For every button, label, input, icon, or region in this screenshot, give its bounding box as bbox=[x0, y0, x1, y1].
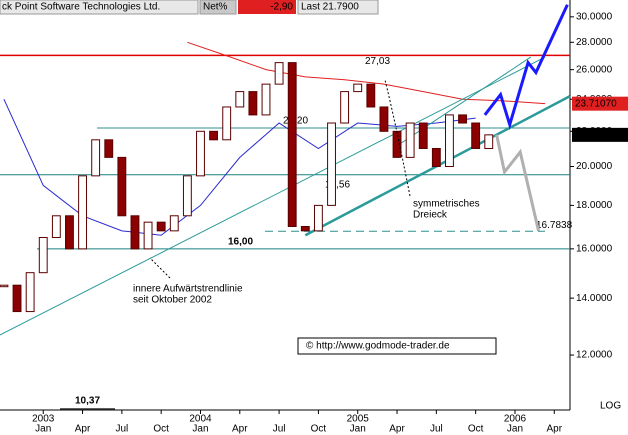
y-tick-label: 28.0000 bbox=[576, 37, 613, 48]
y-tick-label: 18.0000 bbox=[576, 200, 613, 211]
x-tick-label: Jan bbox=[35, 424, 51, 435]
header-box bbox=[199, 0, 237, 15]
level-label: 16,00 bbox=[228, 236, 253, 247]
annotation: Dreieck bbox=[413, 210, 448, 221]
candle bbox=[156, 221, 166, 232]
y-tick-label: 12.0000 bbox=[576, 350, 613, 361]
candle bbox=[143, 221, 153, 250]
net-label: Net% bbox=[203, 2, 228, 13]
header-box bbox=[238, 0, 296, 14]
x-tick-label: Jan bbox=[192, 424, 208, 435]
y-tick-label: 30.0000 bbox=[576, 11, 613, 22]
level-label: 19,56 bbox=[325, 179, 350, 190]
chart-title: ck Point Software Technologies Ltd. bbox=[2, 2, 160, 13]
candle bbox=[248, 91, 258, 116]
candle bbox=[340, 91, 350, 124]
candle bbox=[300, 225, 310, 232]
header-box bbox=[0, 0, 199, 15]
candle bbox=[91, 139, 101, 177]
x-tick-label: Jan bbox=[350, 424, 366, 435]
y-tick-label: 20.0000 bbox=[576, 161, 613, 172]
value-box-label: 21.7900 bbox=[575, 129, 612, 140]
x-tick-label: Oct bbox=[468, 424, 484, 435]
candle bbox=[458, 114, 467, 124]
y-tick-label: 14.0000 bbox=[576, 293, 613, 304]
annotation-pointer bbox=[149, 257, 171, 279]
year-label: 2005 bbox=[347, 414, 370, 425]
annotation: symmetrisches bbox=[413, 199, 480, 210]
projection bbox=[495, 134, 541, 232]
candle bbox=[130, 215, 140, 250]
x-tick-label: Oct bbox=[153, 424, 169, 435]
value-box-label: 23.71070 bbox=[575, 98, 617, 109]
x-tick-label: Oct bbox=[311, 424, 327, 435]
x-tick-label: Jul bbox=[115, 424, 128, 435]
candle bbox=[222, 106, 232, 141]
candle bbox=[117, 156, 127, 217]
x-tick-label: Jul bbox=[430, 424, 443, 435]
candle bbox=[274, 62, 284, 85]
copyright: © http://www.godmode-trader.de bbox=[306, 341, 450, 352]
candle bbox=[38, 237, 48, 274]
candle bbox=[182, 175, 192, 217]
projection bbox=[483, 4, 569, 130]
level-label: 10,37 bbox=[75, 396, 100, 407]
x-tick-label: Jan bbox=[507, 424, 523, 435]
candle bbox=[0, 284, 9, 288]
year-label: 2004 bbox=[189, 414, 212, 425]
candle bbox=[12, 284, 22, 313]
level-label: 16.7838 bbox=[536, 220, 573, 231]
candle bbox=[418, 122, 428, 149]
candle bbox=[405, 122, 415, 158]
moving-average bbox=[187, 41, 546, 105]
candle bbox=[484, 134, 494, 149]
level-label: 27,03 bbox=[365, 56, 390, 67]
candle bbox=[471, 122, 481, 149]
annotation-pointer bbox=[384, 79, 411, 197]
candle bbox=[445, 114, 454, 167]
candle bbox=[287, 62, 297, 227]
year-label: 2006 bbox=[504, 414, 527, 425]
candle bbox=[169, 215, 179, 232]
candle bbox=[313, 204, 323, 232]
candle bbox=[353, 83, 363, 93]
candle bbox=[209, 130, 219, 141]
year-label: 2003 bbox=[32, 414, 55, 425]
candle bbox=[327, 122, 336, 206]
value-box bbox=[572, 127, 628, 142]
net-value: -2,90 bbox=[270, 2, 293, 13]
candle bbox=[51, 215, 61, 239]
x-tick-label: Jul bbox=[273, 424, 286, 435]
last-value: Last 21.7900 bbox=[301, 2, 359, 13]
candle bbox=[65, 215, 74, 250]
x-tick-label: Apr bbox=[232, 424, 248, 435]
candle bbox=[235, 91, 245, 108]
value-box bbox=[572, 96, 628, 111]
candle bbox=[25, 272, 35, 313]
candle bbox=[379, 106, 389, 132]
x-tick-label: Apr bbox=[546, 424, 562, 435]
copyright-box bbox=[297, 337, 497, 355]
candle bbox=[261, 83, 271, 116]
x-tick-label: Apr bbox=[75, 424, 91, 435]
candle bbox=[104, 139, 114, 158]
candle bbox=[78, 175, 87, 250]
x-tick-label: Apr bbox=[389, 424, 405, 435]
y-tick-label: 26.0000 bbox=[576, 64, 613, 75]
annotation: seit Oktober 2002 bbox=[133, 295, 212, 306]
trendline bbox=[0, 56, 546, 336]
annotation: innere Aufwärtstrendlinie bbox=[133, 284, 243, 295]
header-box bbox=[297, 0, 379, 15]
candle bbox=[366, 83, 376, 108]
y-tick-label: 16.0000 bbox=[576, 243, 613, 254]
log-label: LOG bbox=[600, 401, 621, 412]
candle bbox=[196, 130, 205, 177]
candle bbox=[431, 147, 441, 167]
